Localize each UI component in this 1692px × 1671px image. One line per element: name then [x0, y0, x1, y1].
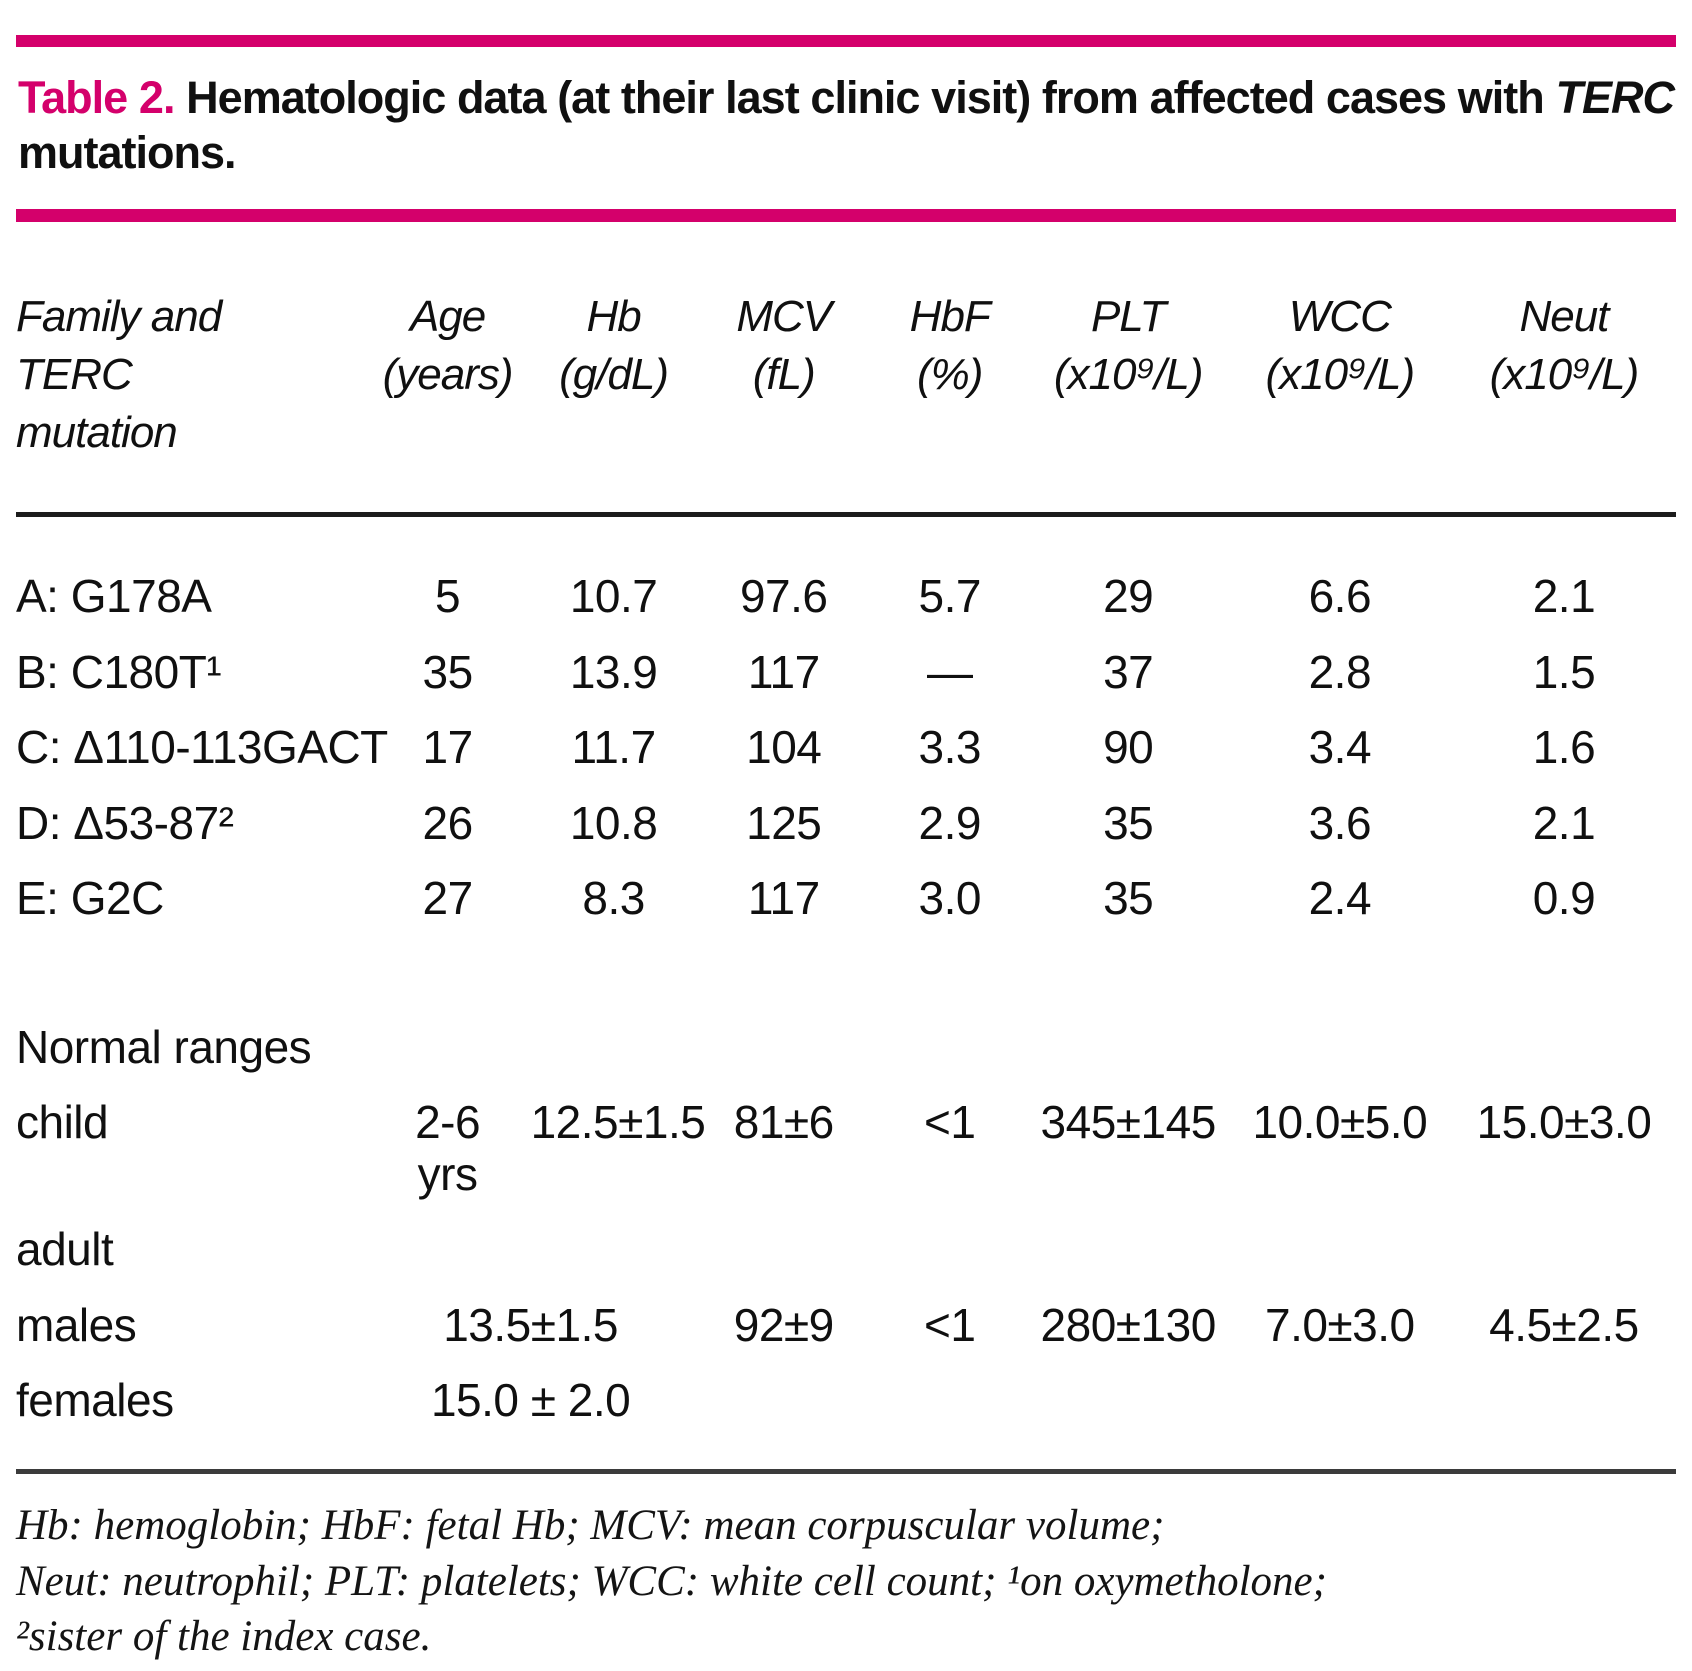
child-mcv-cell: 81±6 [733, 1096, 835, 1149]
caption-terc-italic: TERC [1555, 72, 1675, 123]
mutation-cell: B: C180T¹ [16, 645, 222, 698]
value-cell: 3.4 [1308, 721, 1372, 774]
child-neut-cell: 15.0±3.0 [1476, 1096, 1652, 1149]
paper-table-figure: Table 2. Hematologic data (at their last… [0, 35, 1692, 1665]
males-plt-cell: 280±130 [1040, 1298, 1217, 1351]
value-cell: 6.6 [1308, 570, 1372, 623]
value-cell: 1.5 [1532, 645, 1596, 698]
males-mcv-cell: 92±9 [733, 1298, 835, 1351]
value-cell: 0.9 [1532, 872, 1596, 925]
footnotes: Hb: hemoglobin; HbF: fetal Hb; MCV: mean… [16, 1498, 1676, 1666]
value-cell: 2.4 [1308, 872, 1372, 925]
value-cell: 3.3 [918, 721, 982, 774]
child-row: child 2-6 yrs 12.5±1.5 81±6 <1 345±145 1… [16, 1085, 1676, 1212]
table-caption: Table 2. Hematologic data (at their last… [18, 71, 1675, 181]
caption-text: Hematologic data (at their last clinic v… [174, 72, 1556, 123]
child-hb-cell: 12.5±1.5 [530, 1096, 706, 1149]
child-hbf-cell: <1 [924, 1096, 976, 1149]
value-cell: 104 [746, 721, 822, 774]
adult-label: adult [16, 1223, 114, 1276]
header-hbf: HbF (%) [870, 221, 1029, 518]
value-cell: 37 [1103, 645, 1154, 698]
header-wcc: WCC (x10⁹/L) [1227, 221, 1452, 518]
value-cell: 97.6 [739, 570, 828, 623]
value-cell: 117 [747, 872, 820, 925]
header-plt: PLT (x10⁹/L) [1028, 221, 1228, 518]
value-cell: 10.8 [569, 796, 658, 849]
males-hbf-cell: <1 [924, 1298, 976, 1351]
footnote-line: Hb: hemoglobin; HbF: fetal Hb; MCV: mean… [16, 1501, 1165, 1549]
table-row-family-e: E: G2C 27 8.3 117 3.0 35 2.4 0.9 [16, 861, 1676, 937]
footnote-line: ²sister of the index case. [16, 1613, 432, 1661]
value-cell: 27 [422, 872, 474, 925]
top-accent-rule [16, 35, 1676, 47]
child-age-cell: 2-6 yrs [415, 1096, 481, 1200]
value-cell: 90 [1103, 721, 1154, 774]
males-wcc-cell: 7.0±3.0 [1264, 1298, 1415, 1351]
table-row-family-b: B: C180T¹ 35 13.9 117 — 37 2.8 1.5 [16, 635, 1676, 711]
value-cell: 35 [1103, 872, 1154, 925]
value-cell: 3.0 [918, 872, 982, 925]
value-cell: 11.7 [571, 721, 657, 774]
header-mcv: MCV (fL) [696, 221, 871, 518]
females-row: females 15.0 ± 2.0 [16, 1363, 1676, 1439]
value-cell: 26 [422, 796, 474, 849]
footnote-separator-rule [16, 1468, 1676, 1474]
value-cell: — [926, 645, 973, 698]
value-cell: 8.3 [582, 872, 645, 925]
normal-ranges-label: Normal ranges [16, 1020, 312, 1073]
females-label: females [16, 1374, 174, 1427]
males-neut-cell: 4.5±2.5 [1489, 1298, 1639, 1351]
caption-bottom-accent-rule [16, 208, 1676, 222]
males-label: males [16, 1298, 137, 1351]
value-cell: 2.1 [1532, 570, 1596, 623]
value-cell: 117 [747, 645, 820, 698]
value-cell: 2.9 [918, 796, 982, 849]
males-row: males 13.5±1.5 92±9 <1 280±130 7.0±3.0 4… [16, 1288, 1676, 1364]
header-age: Age (years) [364, 221, 531, 518]
child-plt-cell: 345±145 [1040, 1096, 1217, 1149]
value-cell: 35 [422, 645, 474, 698]
value-cell: 13.9 [569, 645, 658, 698]
hematologic-data-table: Family and TERC mutation Age (years) Hb … [16, 221, 1676, 1439]
normal-ranges-label-row: Normal ranges [16, 937, 1676, 1086]
males-hb-cell: 13.5±1.5 [443, 1298, 618, 1351]
value-cell: 5.7 [918, 570, 982, 623]
header-neut: Neut (x10⁹/L) [1451, 221, 1676, 518]
caption-number: Table 2. [18, 72, 175, 123]
table-row-family-c: C: Δ110-113GACT 17 11.7 104 3.3 90 3.4 1… [16, 710, 1676, 786]
header-family-terc-mutation: Family and TERC mutation [16, 221, 365, 518]
mutation-cell: C: Δ110-113GACT [16, 721, 388, 774]
females-hb-cell: 15.0 ± 2.0 [430, 1374, 631, 1427]
value-cell: 1.6 [1532, 721, 1596, 774]
value-cell: 29 [1103, 570, 1154, 623]
child-label: child [16, 1096, 109, 1149]
value-cell: 3.6 [1308, 796, 1372, 849]
value-cell: 2.8 [1308, 645, 1372, 698]
value-cell: 10.7 [569, 570, 658, 623]
header-row: Family and TERC mutation Age (years) Hb … [16, 221, 1676, 518]
mutation-cell: A: G178A [16, 570, 212, 623]
mutation-cell: E: G2C [16, 872, 164, 925]
header-hb: Hb (g/dL) [530, 221, 697, 518]
footnote-line: Neut: neutrophil; PLT: platelets; WCC: w… [16, 1557, 1327, 1605]
adult-label-row: adult [16, 1212, 1676, 1288]
value-cell: 17 [422, 721, 474, 774]
value-cell: 2.1 [1532, 796, 1596, 849]
table-row-family-a: A: G178A 5 10.7 97.6 5.7 29 6.6 2.1 [16, 515, 1676, 635]
caption-suffix: mutations. [18, 126, 237, 178]
value-cell: 125 [746, 796, 822, 849]
mutation-cell: D: Δ53-87² [16, 796, 234, 849]
child-wcc-cell: 10.0±5.0 [1252, 1096, 1428, 1149]
value-cell: 35 [1103, 796, 1154, 849]
value-cell: 5 [435, 570, 461, 623]
empty-cell [697, 1363, 1676, 1439]
table-row-family-d: D: Δ53-87² 26 10.8 125 2.9 35 3.6 2.1 [16, 786, 1676, 862]
